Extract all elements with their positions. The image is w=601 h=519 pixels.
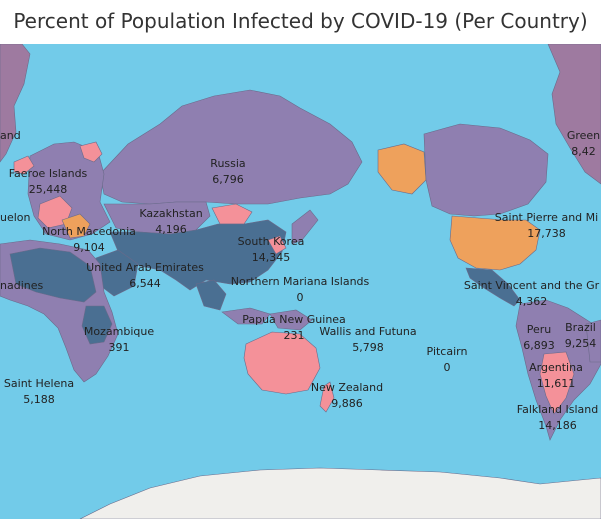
country-shape[interactable] <box>423 123 549 217</box>
country-shape[interactable] <box>79 141 103 163</box>
country-shape[interactable] <box>319 381 335 413</box>
country-shape[interactable] <box>377 143 427 195</box>
country-shape[interactable] <box>109 219 287 291</box>
country-shape[interactable] <box>13 155 35 175</box>
antarctica-shape <box>79 467 601 519</box>
country-shape[interactable] <box>0 44 31 163</box>
country-shape[interactable] <box>103 201 211 235</box>
country-shape[interactable] <box>539 351 575 415</box>
country-shape[interactable] <box>449 215 541 271</box>
country-shape[interactable] <box>267 235 287 255</box>
country-shape[interactable] <box>9 247 97 303</box>
country-shape[interactable] <box>291 209 319 245</box>
country-shape[interactable] <box>195 279 227 311</box>
world-map[interactable]: Russia 6,796 Faeroe Islands 25,448 Kazakhs… <box>0 44 601 519</box>
country-shape[interactable] <box>221 307 271 325</box>
map-canvas[interactable] <box>0 44 601 519</box>
country-shape[interactable] <box>243 331 321 395</box>
country-shape[interactable] <box>585 319 601 363</box>
country-shape[interactable] <box>81 305 113 345</box>
country-shape[interactable] <box>61 213 91 239</box>
country-shape[interactable] <box>547 44 601 185</box>
page-title: Percent of Population Infected by COVID-… <box>13 9 588 33</box>
country-shape[interactable] <box>211 203 253 225</box>
country-shape[interactable] <box>269 309 313 331</box>
country-shape[interactable] <box>465 267 521 307</box>
